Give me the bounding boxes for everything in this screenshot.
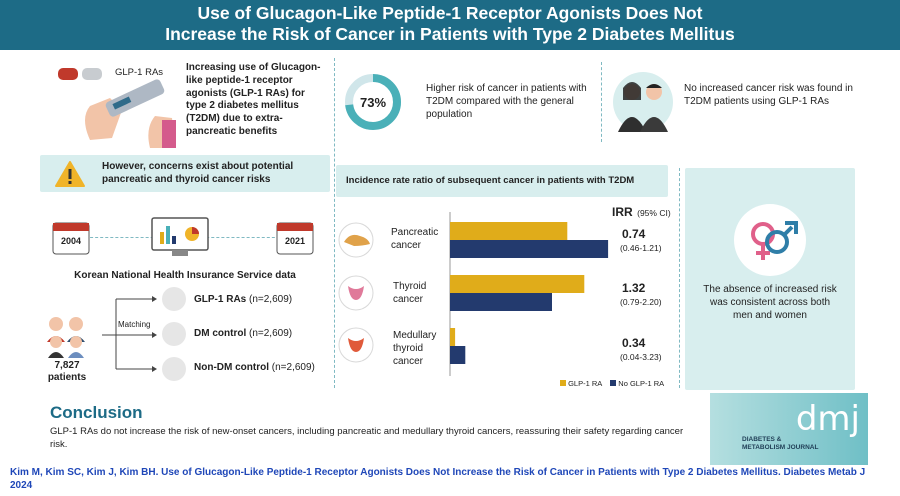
category-medullary-line1: Medullary	[393, 330, 437, 341]
group-glp1-n: (n=2,609)	[249, 294, 293, 305]
total-patients-label: patients	[47, 372, 87, 383]
category-medullary-line3: cancer	[393, 356, 424, 367]
matching-label: Matching	[118, 320, 151, 329]
irr-bar-chart	[338, 212, 609, 376]
total-patients-number: 7,827	[54, 360, 80, 371]
bar-thyroid-no-glp1	[450, 293, 552, 311]
warning-panel: However, concerns exist about potential …	[40, 155, 330, 192]
category-pancreatic-line2: cancer	[391, 240, 422, 251]
conclusion-title: Conclusion	[50, 403, 143, 422]
chart-title: Incidence rate ratio of subsequent cance…	[346, 175, 635, 186]
title-line-1: Use of Glucagon-Like Peptide-1 Receptor …	[197, 3, 703, 23]
category-thyroid-line1: Thyroid	[393, 281, 427, 292]
irr-header-label: IRR	[612, 205, 633, 219]
journal-logo-mark: dmj	[795, 399, 860, 439]
group-glp1: GLP-1 RAs (n=2,609)	[194, 294, 292, 305]
title-line-2: Increase the Risk of Cancer in Patients …	[165, 24, 735, 44]
page-header: Use of Glucagon-Like Peptide-1 Receptor …	[0, 0, 900, 50]
bar-medullary-no-glp1	[450, 346, 466, 364]
chart-legend: GLP-1 RA No GLP-1 RA	[560, 379, 664, 388]
stat-text: Higher risk of cancer in patients with T…	[426, 83, 587, 120]
category-label-thyroid: Thyroid cancer	[393, 280, 426, 306]
intro-text: Increasing use of Glucagon-like peptide-…	[186, 62, 321, 137]
warning-text: However, concerns exist about potential …	[102, 161, 294, 185]
sex-panel: The absence of increased risk was consis…	[685, 168, 855, 390]
category-thyroid-line2: cancer	[393, 294, 424, 305]
conclusion-text: GLP-1 RAs do not increase the risk of ne…	[50, 426, 684, 450]
gender-icon	[734, 204, 806, 276]
legend-label-glp1: GLP-1 RA	[568, 379, 602, 388]
legend-swatch-glp1	[560, 380, 566, 386]
citation[interactable]: Kim M, Kim SC, Kim J, Kim BH. Use of Glu…	[10, 467, 866, 491]
category-pancreatic-line1: Pancreatic	[391, 227, 439, 238]
column-divider	[334, 58, 335, 388]
ci-value-medullary: (0.04-3.23)	[620, 352, 662, 362]
group-dm-n: (n=2,609)	[249, 328, 293, 339]
glp1-group-avatar	[162, 287, 186, 311]
sex-panel-text: The absence of increased risk was consis…	[703, 284, 837, 321]
pill-red-icon	[58, 68, 78, 80]
end-year: 2021	[284, 236, 306, 246]
irr-value-medullary: 0.34	[622, 336, 646, 350]
data-source: Korean National Health Insurance Service…	[74, 270, 296, 281]
bar-thyroid-glp1	[450, 275, 585, 293]
bar-pancreatic-glp1	[450, 222, 568, 240]
irr-value-thyroid: 1.32	[622, 281, 646, 295]
patients-group-icon	[42, 312, 92, 358]
pill-grey-icon	[82, 68, 102, 80]
warning-icon	[55, 161, 85, 187]
ci-value-thyroid: (0.79-2.20)	[620, 297, 662, 307]
category-medullary-line2: thyroid	[393, 343, 424, 354]
group-non-dm-n: (n=2,609)	[271, 362, 315, 373]
irr-value-pancreatic: 0.74	[622, 227, 646, 241]
group-non-dm: Non-DM control (n=2,609)	[194, 362, 315, 373]
irr-header-ci: (95% CI)	[637, 208, 671, 218]
computer-monitor-icon	[150, 216, 210, 258]
group-dm: DM control (n=2,609)	[194, 328, 292, 339]
legend-swatch-no-glp1	[610, 380, 617, 386]
chart-title-panel: Incidence rate ratio of subsequent cance…	[336, 165, 668, 197]
category-label-medullary: Medullary thyroid cancer	[393, 329, 436, 368]
legend-label-no-glp1: No GLP-1 RA	[618, 379, 665, 388]
group-dm-name: DM control	[194, 328, 247, 339]
group-glp1-name: GLP-1 RAs	[194, 294, 247, 305]
percent-value: 73%	[359, 95, 387, 110]
group-non-dm-name: Non-DM control	[194, 362, 269, 373]
percent-ring	[345, 74, 401, 130]
matching-arrows	[102, 296, 157, 372]
patients-pair-icon	[612, 72, 674, 136]
start-year: 2004	[60, 236, 82, 246]
stat-divider	[601, 62, 602, 142]
glp1-drug-label: GLP-1 RAs	[115, 67, 164, 78]
dm-group-avatar	[162, 322, 186, 346]
pen-injector-icon	[105, 79, 165, 117]
journal-name-line2: METABOLISM JOURNAL	[742, 444, 819, 451]
sex-panel-divider	[679, 168, 680, 388]
category-label-pancreatic: Pancreatic cancer	[391, 226, 438, 252]
irr-header: IRR (95% CI)	[612, 203, 671, 221]
bar-pancreatic-no-glp1	[450, 240, 609, 258]
journal-name-line1: DIABETES &	[742, 436, 782, 443]
pen-injector-illustration	[50, 58, 180, 150]
ci-value-pancreatic: (0.46-1.21)	[620, 243, 662, 253]
calendar-start-icon	[52, 219, 90, 255]
journal-logo: dmj DIABETES & METABOLISM JOURNAL	[710, 393, 868, 465]
finding-text: No increased cancer risk was found in T2…	[684, 83, 853, 107]
non-dm-group-avatar	[162, 357, 186, 381]
calendar-end-icon	[276, 219, 314, 255]
bar-medullary-glp1	[450, 328, 456, 346]
